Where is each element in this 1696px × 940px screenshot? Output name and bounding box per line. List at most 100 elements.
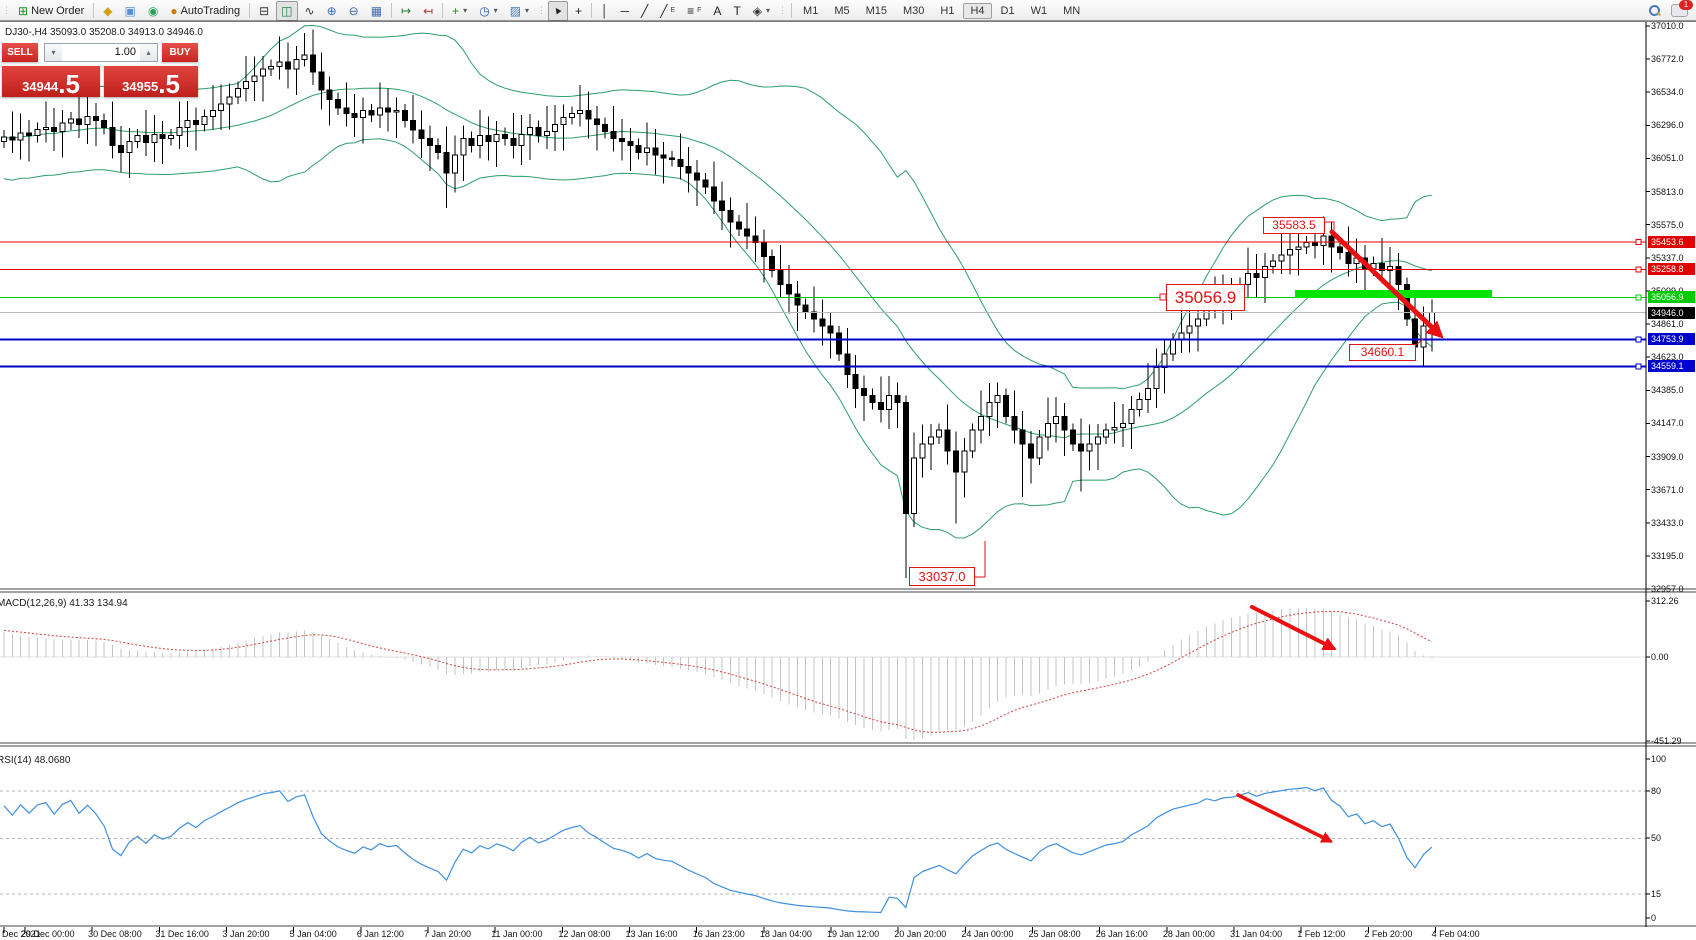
sell-price-main: 34944 bbox=[22, 79, 59, 94]
text-icon: A bbox=[713, 3, 722, 18]
volume-increase-button[interactable]: ▴ bbox=[140, 44, 157, 61]
auto-scroll-icon: ↦ bbox=[401, 3, 412, 18]
candlestick-icon: ◫ bbox=[281, 3, 293, 18]
timeframe-m30-button[interactable]: M30 bbox=[903, 4, 925, 17]
channel-icon: ╱ bbox=[660, 3, 668, 18]
toolbar-separator bbox=[93, 3, 95, 18]
toolbar-separator bbox=[391, 3, 393, 18]
chart-shift-button[interactable]: ↤ bbox=[418, 1, 438, 21]
volume-decrease-button[interactable]: ▾ bbox=[45, 44, 62, 61]
crosshair-icon: + bbox=[574, 3, 582, 18]
rsi-indicator-label: RSI(14) 48.0680 bbox=[0, 755, 71, 766]
auto-scroll-button[interactable]: ↦ bbox=[396, 1, 416, 21]
text-label-button[interactable]: T bbox=[728, 1, 745, 21]
buy-price-frac: .5 bbox=[158, 69, 180, 99]
mql-community-button[interactable]: ▣ bbox=[119, 1, 140, 21]
vertical-line-icon: │ bbox=[600, 3, 609, 18]
chevron-down-icon: ▾ bbox=[493, 6, 498, 15]
chart-shift-icon: ↤ bbox=[423, 3, 434, 18]
fibonacci-icon-sub: F bbox=[697, 7, 702, 14]
bollinger-upper-band bbox=[3, 24, 1432, 390]
cursor-button[interactable]: ▲ bbox=[548, 0, 568, 21]
timeframe-mn-button[interactable]: MN bbox=[1063, 4, 1081, 17]
macd-signal-line bbox=[3, 610, 1433, 733]
add-indicator-icon: + bbox=[452, 3, 460, 18]
chevron-down-icon: ▾ bbox=[766, 6, 771, 15]
search-icon[interactable] bbox=[1648, 4, 1661, 17]
toolbar-grip: ⋮ bbox=[537, 5, 546, 15]
bollinger-lower-band bbox=[3, 138, 1433, 539]
toolbar-separator bbox=[249, 3, 251, 18]
zoom-in-button[interactable]: ⊕ bbox=[322, 1, 342, 21]
tile-windows-button[interactable]: ▦ bbox=[366, 1, 387, 21]
volume-input[interactable]: 1.00 bbox=[114, 46, 136, 58]
timeframe-m1-button[interactable]: M1 bbox=[803, 4, 819, 17]
rsi-line bbox=[3, 786, 1433, 914]
new-order-button[interactable]: ⊞ New Order bbox=[13, 1, 89, 21]
main-chart-panel bbox=[0, 24, 1646, 578]
toolbar-grip: ⋮ bbox=[778, 5, 787, 15]
fibonacci-button[interactable]: ≡ F bbox=[682, 1, 706, 21]
sell-price[interactable]: 34944.5 bbox=[2, 66, 100, 97]
horizontal-line-button[interactable]: ─ bbox=[615, 1, 634, 21]
macd-indicator-label: MACD(12,26,9) 41.33 134.94 bbox=[0, 598, 128, 609]
fibonacci-icon: ≡ bbox=[687, 3, 695, 18]
equidistant-channel-button[interactable]: ╱ E bbox=[655, 1, 680, 21]
downtrend-arrow-macd[interactable] bbox=[1250, 605, 1337, 650]
downtrend-arrow-rsi[interactable] bbox=[1236, 793, 1334, 843]
arrows-icon: ◈ bbox=[752, 3, 763, 18]
templates-button[interactable]: ▨ ▾ bbox=[505, 1, 534, 21]
chart-symbol-info: DJ30-,H4 35093.0 35208.0 34913.0 34946.0 bbox=[5, 27, 203, 38]
downtrend-arrow-main[interactable] bbox=[1329, 229, 1444, 339]
text-label-icon: T bbox=[733, 3, 741, 18]
candlestick-series bbox=[1, 29, 1435, 578]
timeframe-w1-button[interactable]: W1 bbox=[1030, 4, 1048, 17]
arrows-button[interactable]: ◈ ▾ bbox=[748, 1, 775, 21]
autotrading-button[interactable]: ● AutoTrading bbox=[165, 1, 245, 21]
signals-button[interactable]: ◉ bbox=[143, 1, 163, 21]
timeframe-m15-button[interactable]: M15 bbox=[865, 4, 887, 17]
buy-button[interactable]: BUY bbox=[162, 43, 198, 62]
volume-stepper: ▾ 1.00 ▴ bbox=[44, 43, 158, 62]
candlestick-button[interactable]: ◫ bbox=[276, 0, 298, 21]
autotrading-button-label: AutoTrading bbox=[180, 4, 241, 17]
market-button[interactable]: ◆ bbox=[98, 1, 117, 21]
vertical-line-button[interactable]: │ bbox=[596, 1, 614, 21]
timeframe-m5-button[interactable]: M5 bbox=[834, 4, 850, 17]
template-icon: ▨ bbox=[509, 3, 522, 18]
one-click-trading-panel: SELL ▾ 1.00 ▴ BUY 34944.5 34955.5 bbox=[2, 43, 198, 97]
periods-button[interactable]: ◷ ▾ bbox=[474, 1, 503, 21]
panel-borders bbox=[0, 20, 1696, 933]
bar-chart-button[interactable]: ⊟ bbox=[254, 1, 274, 21]
alerts-chat-icon[interactable]: 1 bbox=[1671, 0, 1693, 17]
toolbar: ⋮ ⊞ New Order ◆ ▣ ◉ ● AutoTrading ⊟ ◫ ∿ ⊕ ⊖ ▦ ↦ ↤ + ▾ ◷ ▾ ▨ ▾… bbox=[0, 0, 1696, 22]
sell-button[interactable]: SELL bbox=[2, 43, 38, 62]
timeframe-h4-button[interactable]: H4 bbox=[963, 2, 992, 19]
buy-price[interactable]: 34955.5 bbox=[104, 66, 198, 97]
zoom-out-icon: ⊖ bbox=[348, 3, 359, 18]
annotation-connector bbox=[1325, 221, 1335, 230]
clock-icon: ◷ bbox=[479, 3, 490, 18]
new-order-icon: ⊞ bbox=[18, 3, 29, 18]
new-order-button-label: New Order bbox=[31, 4, 85, 17]
timeframe-d1-button[interactable]: D1 bbox=[1000, 4, 1015, 17]
text-button[interactable]: A bbox=[708, 1, 726, 21]
trendline-icon: ╱ bbox=[640, 3, 649, 18]
signal-icon: ◉ bbox=[147, 3, 159, 18]
line-chart-button[interactable]: ∿ bbox=[300, 1, 320, 21]
macd-panel bbox=[0, 608, 1646, 740]
horizontal-line-icon: ─ bbox=[620, 3, 629, 18]
line-chart-icon: ∿ bbox=[304, 3, 315, 18]
timeframe-h1-button[interactable]: H1 bbox=[940, 4, 955, 17]
bollinger-middle-band bbox=[3, 87, 1432, 439]
zoom-out-button[interactable]: ⊖ bbox=[344, 1, 364, 21]
rsi-panel bbox=[0, 786, 1646, 914]
indicators-button[interactable]: + ▾ bbox=[447, 1, 472, 21]
annotation-connector bbox=[1415, 338, 1424, 346]
autotrading-icon: ● bbox=[170, 3, 178, 18]
trendline-button[interactable]: ╱ bbox=[636, 1, 653, 21]
terminal-icon: ▣ bbox=[124, 3, 136, 18]
crosshair-button[interactable]: + bbox=[570, 1, 587, 21]
